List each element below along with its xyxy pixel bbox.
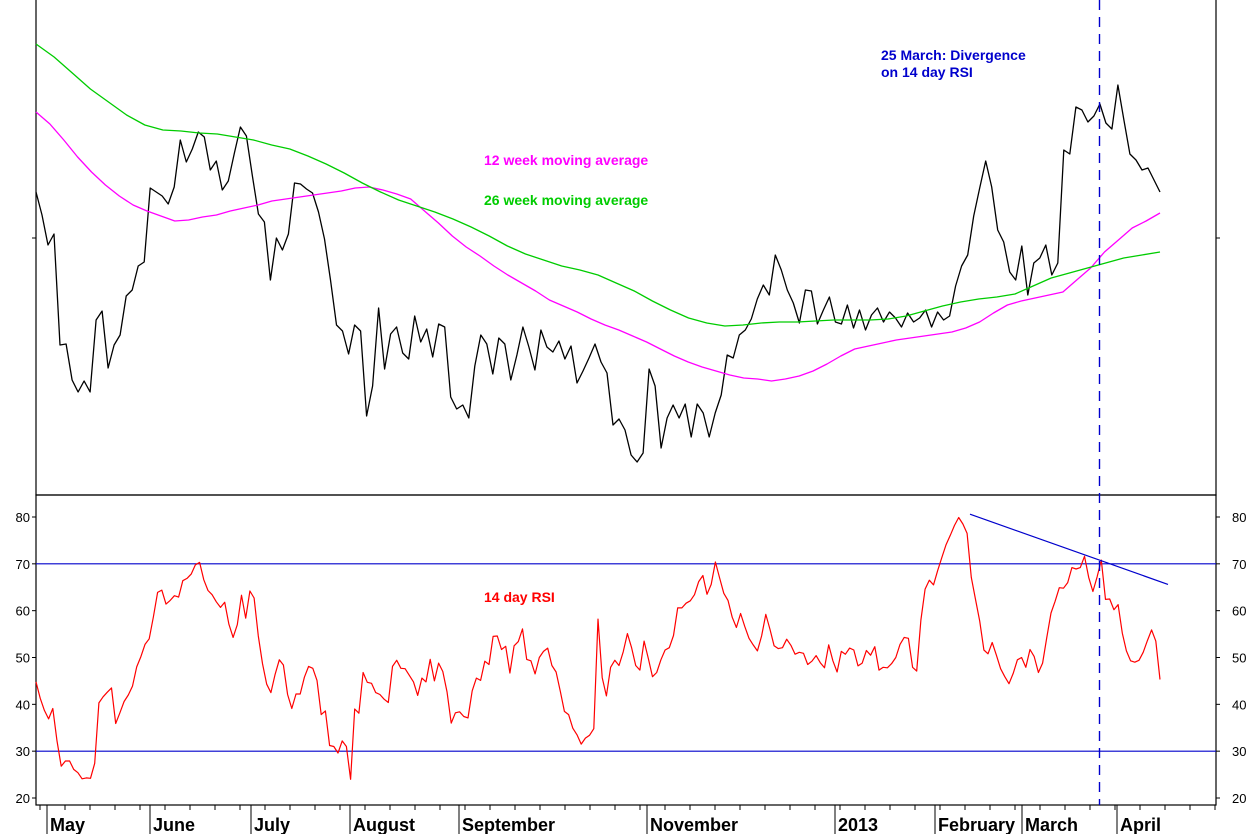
month-label: May — [50, 815, 85, 834]
month-label: August — [353, 815, 415, 834]
month-axis: May June July August September November 2013 Fe… — [36, 804, 1216, 834]
ma26-line — [35, 43, 1161, 327]
price-panel-frame — [35, 0, 1217, 496]
month-label: February — [938, 815, 1015, 834]
month-label: March — [1025, 815, 1078, 834]
rsi-panel-frame — [35, 494, 1217, 806]
rsi-left-tick-label: 70 — [16, 557, 30, 572]
ma12-label: 12 week moving average — [484, 152, 648, 168]
rsi-left-tick-label: 50 — [16, 651, 30, 666]
month-label: November — [650, 815, 738, 834]
chart-series — [35, 43, 1169, 780]
rsi-right-tick-label: 20 — [1232, 791, 1246, 806]
rsi-right-tick-label: 60 — [1232, 604, 1246, 619]
rsi-right-tick-label: 40 — [1232, 697, 1246, 712]
rsi-line — [35, 516, 1161, 780]
rsi-left-tick-label: 40 — [16, 697, 30, 712]
rsi-label: 14 day RSI — [484, 589, 555, 605]
rsi-left-tick-label: 30 — [16, 744, 30, 759]
month-label: June — [153, 815, 195, 834]
rsi-left-tick-label: 80 — [16, 510, 30, 525]
month-label: April — [1120, 815, 1161, 834]
rsi-axes: 80 80 70 70 60 60 50 50 40 40 30 30 20 20 — [16, 510, 1247, 806]
rsi-right-tick-label: 30 — [1232, 744, 1246, 759]
month-label: July — [254, 815, 290, 834]
month-label: September — [462, 815, 555, 834]
ma12-line — [35, 111, 1161, 382]
price-line — [35, 84, 1161, 463]
ma26-label: 26 week moving average — [484, 192, 648, 208]
rsi-right-tick-label: 70 — [1232, 557, 1246, 572]
rsi-right-tick-label: 50 — [1232, 651, 1246, 666]
divergence-annotation-line2: on 14 day RSI — [881, 64, 973, 80]
rsi-left-tick-label: 20 — [16, 791, 30, 806]
rsi-divergence-trendline — [969, 513, 1169, 586]
divergence-annotation-line1: 25 March: Divergence — [881, 47, 1026, 63]
rsi-reference-lines — [36, 563, 1216, 752]
month-label: 2013 — [838, 815, 878, 834]
rsi-left-tick-label: 60 — [16, 604, 30, 619]
rsi-right-tick-label: 80 — [1232, 510, 1246, 525]
